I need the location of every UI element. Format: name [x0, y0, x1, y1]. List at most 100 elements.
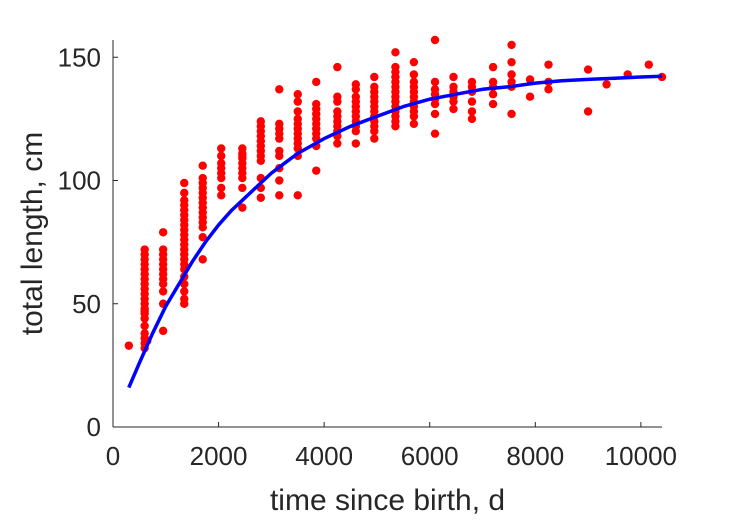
- data-point: [351, 80, 361, 89]
- data-point: [198, 232, 207, 242]
- data-point: [217, 191, 226, 200]
- data-point: [467, 97, 477, 106]
- data-point: [180, 294, 189, 304]
- data-point: [140, 306, 149, 316]
- data-point: [430, 85, 440, 94]
- data-point: [180, 287, 189, 296]
- data-point: [158, 287, 168, 296]
- data-point: [467, 77, 477, 87]
- y-axis-ticks: 0 50 100 150: [58, 42, 118, 442]
- data-point: [644, 60, 654, 69]
- data-point: [293, 191, 302, 200]
- data-point: [158, 245, 168, 254]
- data-point: [333, 62, 342, 72]
- data-point: [124, 341, 134, 350]
- data-point: [293, 114, 302, 124]
- data-point: [391, 62, 400, 72]
- data-point: [351, 139, 361, 148]
- data-point: [391, 48, 400, 57]
- data-point: [238, 183, 247, 193]
- data-point: [238, 151, 247, 161]
- data-point: [488, 99, 498, 109]
- data-point: [409, 57, 419, 67]
- y-tick-label: 150: [58, 42, 101, 72]
- data-point: [333, 92, 342, 101]
- x-tick-label: 2000: [190, 441, 248, 471]
- axes: [112, 40, 662, 428]
- y-tick-label: 100: [58, 166, 101, 196]
- data-point: [430, 109, 440, 119]
- data-point: [293, 90, 302, 99]
- data-point: [409, 70, 419, 79]
- data-point: [507, 70, 516, 79]
- data-point: [217, 159, 226, 168]
- data-point: [544, 60, 553, 69]
- data-point: [370, 72, 379, 82]
- fitted-curve: [127, 74, 663, 389]
- data-point: [256, 193, 266, 202]
- data-point: [158, 326, 168, 336]
- data-point: [275, 119, 284, 129]
- data-point: [140, 321, 149, 331]
- data-point: [525, 92, 535, 101]
- x-tick-label: 0: [106, 441, 120, 471]
- data-point: [467, 114, 477, 124]
- y-tick-label: 0: [87, 412, 101, 442]
- data-point: [275, 85, 284, 94]
- data-point: [312, 166, 321, 175]
- data-point: [275, 146, 284, 156]
- data-point: [275, 191, 284, 200]
- data-point: [430, 77, 440, 87]
- data-point: [217, 183, 226, 193]
- data-point: [430, 35, 440, 45]
- x-tick-label: 10000: [605, 441, 677, 471]
- x-axis-title: time since birth, d: [270, 484, 505, 517]
- data-point: [507, 77, 516, 87]
- data-point: [293, 97, 302, 106]
- data-point: [351, 92, 361, 101]
- data-point: [275, 176, 284, 185]
- data-point: [158, 228, 168, 237]
- data-point: [198, 255, 207, 264]
- data-point: [370, 82, 379, 92]
- data-point: [312, 99, 321, 109]
- data-point: [507, 57, 516, 67]
- data-point: [312, 77, 321, 87]
- x-axis-ticks: 0 2000 4000 6000 8000 10000: [106, 422, 677, 471]
- data-point: [256, 117, 266, 126]
- data-point: [333, 107, 342, 116]
- x-tick-label: 4000: [295, 441, 353, 471]
- data-point: [238, 203, 247, 212]
- data-point: [449, 72, 458, 82]
- data-point: [488, 62, 498, 72]
- data-point: [430, 129, 440, 138]
- y-axis-title: total length, cm: [16, 132, 49, 335]
- data-point: [409, 119, 419, 129]
- x-tick-label: 6000: [401, 441, 459, 471]
- data-point: [198, 173, 207, 183]
- data-point: [140, 329, 149, 338]
- data-point: [583, 107, 593, 116]
- data-point: [449, 82, 458, 92]
- data-point: [507, 109, 516, 119]
- data-point: [238, 144, 247, 153]
- data-point: [583, 65, 593, 74]
- data-point: [217, 151, 226, 161]
- y-tick-label: 50: [72, 289, 101, 319]
- data-point: [488, 77, 498, 87]
- data-point: [217, 144, 226, 153]
- data-point: [370, 134, 379, 143]
- data-point: [449, 104, 458, 114]
- data-point: [602, 80, 611, 89]
- data-point: [507, 40, 516, 50]
- data-point: [488, 90, 498, 99]
- scatter-points: [124, 35, 667, 353]
- data-point: [180, 196, 189, 205]
- data-point: [467, 107, 477, 116]
- data-point: [180, 178, 189, 188]
- data-point: [198, 161, 207, 170]
- data-point: [333, 139, 342, 148]
- data-point: [293, 107, 302, 116]
- data-point: [140, 245, 149, 254]
